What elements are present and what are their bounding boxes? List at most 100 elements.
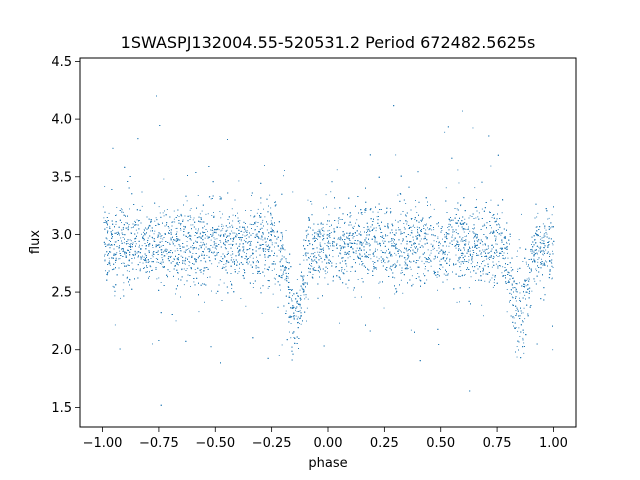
scatter-point: [412, 283, 414, 285]
scatter-point: [543, 234, 545, 236]
scatter-point: [463, 275, 465, 276]
scatter-point: [502, 232, 503, 234]
scatter-point: [542, 236, 544, 238]
scatter-point: [147, 271, 148, 273]
scatter-point: [332, 276, 334, 278]
scatter-point: [108, 240, 110, 241]
scatter-point: [537, 253, 538, 255]
scatter-point: [257, 237, 259, 238]
scatter-point: [465, 239, 467, 240]
scatter-point: [423, 263, 425, 265]
scatter-point: [522, 312, 524, 314]
scatter-point: [397, 250, 398, 252]
scatter-point: [204, 260, 206, 262]
scatter-point: [495, 243, 497, 245]
scatter-point: [391, 240, 393, 241]
scatter-point: [382, 258, 384, 260]
scatter-point: [266, 229, 268, 231]
scatter-point: [341, 245, 343, 247]
scatter-point: [517, 330, 519, 332]
scatter-point: [148, 224, 150, 226]
scatter-point: [130, 240, 132, 242]
scatter-point: [444, 250, 446, 252]
scatter-point: [442, 226, 443, 228]
scatter-point: [406, 221, 408, 223]
scatter-point: [542, 253, 544, 255]
scatter-point: [127, 276, 128, 278]
scatter-point: [177, 215, 178, 217]
scatter-point: [300, 295, 302, 296]
scatter-point: [234, 262, 235, 264]
scatter-point: [147, 241, 148, 243]
scatter-point: [355, 252, 357, 254]
scatter-point: [536, 252, 538, 254]
scatter-point: [368, 229, 369, 230]
scatter-point: [285, 266, 286, 267]
scatter-point: [187, 237, 189, 238]
scatter-point: [327, 268, 328, 269]
scatter-point: [311, 203, 313, 205]
scatter-point: [103, 217, 105, 219]
scatter-point: [201, 253, 203, 255]
scatter-point: [218, 229, 220, 231]
scatter-point: [112, 229, 114, 231]
scatter-point: [452, 234, 454, 236]
scatter-point: [457, 169, 459, 171]
scatter-point: [243, 251, 245, 253]
scatter-point: [347, 257, 349, 259]
scatter-point: [122, 237, 124, 238]
scatter-point: [349, 256, 351, 258]
scatter-point: [339, 239, 341, 240]
scatter-point: [384, 213, 386, 215]
scatter-point: [220, 241, 222, 243]
scatter-point: [472, 228, 474, 229]
scatter-point: [413, 243, 415, 244]
scatter-point: [180, 213, 182, 215]
scatter-point: [298, 323, 300, 324]
scatter-point: [328, 214, 330, 216]
scatter-point: [448, 245, 450, 247]
scatter-point: [378, 282, 380, 284]
scatter-point: [395, 247, 397, 249]
scatter-point: [447, 273, 449, 275]
scatter-point: [395, 292, 397, 293]
scatter-point: [125, 222, 127, 224]
scatter-point: [418, 257, 420, 259]
scatter-point: [169, 242, 171, 244]
scatter-point: [280, 289, 281, 291]
scatter-point: [386, 250, 387, 252]
scatter-point: [341, 268, 343, 270]
scatter-point: [155, 217, 157, 219]
scatter-point: [264, 251, 266, 252]
scatter-point: [442, 253, 444, 255]
scatter-point: [123, 262, 125, 264]
scatter-point: [413, 251, 415, 253]
scatter-point: [470, 276, 472, 278]
scatter-point: [441, 226, 443, 228]
scatter-point: [454, 245, 456, 247]
scatter-point: [537, 259, 539, 260]
scatter-point: [280, 266, 282, 267]
scatter-point: [476, 265, 478, 266]
scatter-point: [310, 255, 311, 257]
scatter-point: [325, 194, 327, 196]
scatter-point: [419, 279, 421, 281]
scatter-point: [458, 261, 460, 263]
scatter-point: [281, 234, 283, 236]
scatter-point: [245, 238, 247, 239]
scatter-point: [175, 228, 177, 229]
scatter-point: [257, 260, 258, 261]
scatter-point: [242, 234, 244, 236]
scatter-point: [444, 234, 445, 236]
scatter-point: [184, 263, 186, 265]
scatter-point: [285, 279, 287, 281]
scatter-point: [272, 293, 274, 295]
scatter-point: [406, 223, 408, 225]
scatter-point: [406, 267, 408, 269]
scatter-point: [368, 228, 370, 230]
scatter-point: [267, 245, 269, 247]
scatter-point: [552, 267, 554, 268]
scatter-point: [225, 265, 227, 267]
scatter-point: [502, 266, 504, 268]
scatter-point: [493, 256, 495, 258]
